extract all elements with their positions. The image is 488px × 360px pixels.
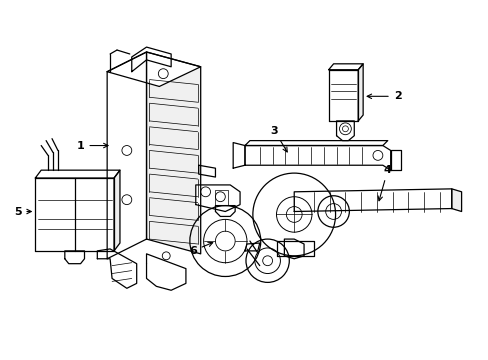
Circle shape bbox=[215, 231, 235, 251]
Polygon shape bbox=[451, 189, 461, 212]
Polygon shape bbox=[107, 52, 200, 86]
Polygon shape bbox=[215, 206, 235, 216]
Polygon shape bbox=[107, 52, 146, 259]
Text: 2: 2 bbox=[366, 91, 401, 101]
Polygon shape bbox=[284, 239, 304, 259]
Text: 6: 6 bbox=[188, 242, 212, 256]
Polygon shape bbox=[328, 70, 358, 121]
Text: 1: 1 bbox=[77, 140, 108, 150]
Text: 4: 4 bbox=[377, 165, 391, 201]
Polygon shape bbox=[146, 52, 200, 254]
Polygon shape bbox=[244, 145, 390, 170]
Polygon shape bbox=[35, 170, 120, 178]
Polygon shape bbox=[146, 254, 185, 290]
Polygon shape bbox=[390, 150, 400, 170]
Polygon shape bbox=[244, 243, 259, 251]
Polygon shape bbox=[233, 143, 244, 168]
Polygon shape bbox=[131, 47, 171, 72]
Polygon shape bbox=[114, 170, 120, 251]
Polygon shape bbox=[35, 178, 114, 251]
Polygon shape bbox=[336, 121, 353, 141]
Text: 3: 3 bbox=[270, 126, 286, 152]
Polygon shape bbox=[328, 64, 363, 70]
Circle shape bbox=[286, 207, 302, 222]
Polygon shape bbox=[294, 189, 451, 212]
Polygon shape bbox=[195, 185, 240, 212]
Polygon shape bbox=[244, 141, 387, 145]
Polygon shape bbox=[277, 241, 313, 256]
Polygon shape bbox=[65, 251, 84, 264]
Polygon shape bbox=[358, 64, 363, 121]
Polygon shape bbox=[97, 249, 137, 288]
Text: 5: 5 bbox=[14, 207, 31, 216]
